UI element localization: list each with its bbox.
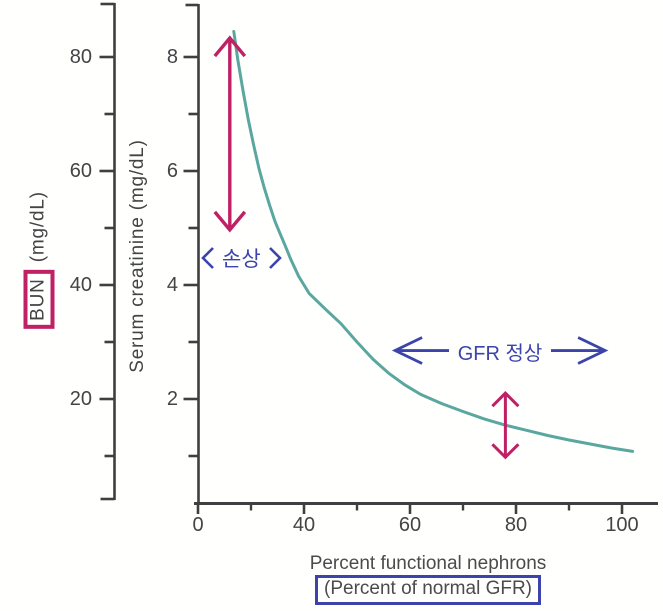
- x-axis-title-line2: (Percent of normal GFR): [324, 578, 532, 599]
- bun-tick-label: 80: [69, 46, 92, 68]
- creatinine-rise-arrow: [491, 391, 520, 460]
- gfr-title-box: (Percent of normal GFR): [315, 575, 541, 605]
- damage-range-arrow: [213, 35, 247, 233]
- damage-label-text: 손상: [222, 248, 261, 271]
- bun-tick-label: 40: [69, 274, 92, 296]
- bun-label-box: BUN: [23, 270, 55, 329]
- bun-tick-label: 60: [69, 160, 92, 182]
- x-tick-label: 0: [192, 514, 204, 536]
- serum-creatinine-curve: [232, 29, 635, 453]
- bun-axis: [99, 2, 116, 501]
- gfr-normal-label: GFR 정상: [457, 343, 543, 365]
- bun-unit-label: (mg/dL): [27, 191, 49, 269]
- creatinine-tick-label: 2: [166, 388, 178, 410]
- bun-axis-title: BUN (mg/dL): [23, 191, 55, 329]
- chevron-right-icon: [268, 247, 282, 269]
- x-tick-label: 80: [504, 514, 528, 536]
- x-axis-title-line2-wrap: (Percent of normal GFR): [288, 575, 568, 605]
- creatinine-tick-label: 6: [166, 160, 178, 182]
- x-axis-title-line1: Percent functional nephrons: [309, 553, 547, 574]
- x-tick-label: 40: [292, 514, 316, 536]
- bun-label: BUN: [27, 278, 49, 321]
- gfr-normal-arrow: [391, 336, 609, 365]
- creatinine-axis: [183, 3, 200, 503]
- chevron-left-icon: [201, 247, 214, 269]
- creatinine-axis-title: Serum creatinine (mg/dL): [127, 139, 148, 373]
- damage-range-label: 손상: [201, 243, 282, 273]
- x-tick-label: 100: [605, 514, 639, 536]
- x-tick-label: 60: [398, 514, 422, 536]
- bun-tick-label: 20: [69, 388, 92, 410]
- creatinine-tick-label: 4: [166, 274, 178, 296]
- creatinine-tick-label: 8: [166, 46, 178, 68]
- x-axis: [194, 502, 658, 514]
